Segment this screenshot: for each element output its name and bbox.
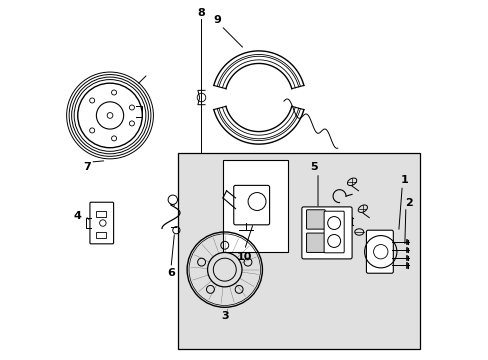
- FancyBboxPatch shape: [90, 202, 113, 244]
- Bar: [96, 232, 106, 238]
- Text: 9: 9: [213, 15, 221, 26]
- Text: 3: 3: [221, 311, 228, 321]
- FancyBboxPatch shape: [366, 230, 392, 273]
- Bar: [223, 160, 287, 252]
- FancyBboxPatch shape: [233, 185, 269, 225]
- FancyBboxPatch shape: [324, 211, 344, 253]
- Text: 10: 10: [236, 252, 252, 262]
- FancyBboxPatch shape: [301, 207, 351, 259]
- Bar: [96, 211, 106, 217]
- Bar: [178, 153, 419, 348]
- FancyBboxPatch shape: [306, 210, 325, 229]
- Text: 8: 8: [197, 8, 205, 18]
- Text: 2: 2: [404, 198, 412, 208]
- Text: 6: 6: [167, 268, 175, 278]
- FancyBboxPatch shape: [306, 233, 325, 252]
- Text: 1: 1: [399, 175, 407, 185]
- Text: 5: 5: [310, 162, 318, 172]
- Text: 7: 7: [82, 162, 90, 172]
- Text: 4: 4: [74, 211, 81, 221]
